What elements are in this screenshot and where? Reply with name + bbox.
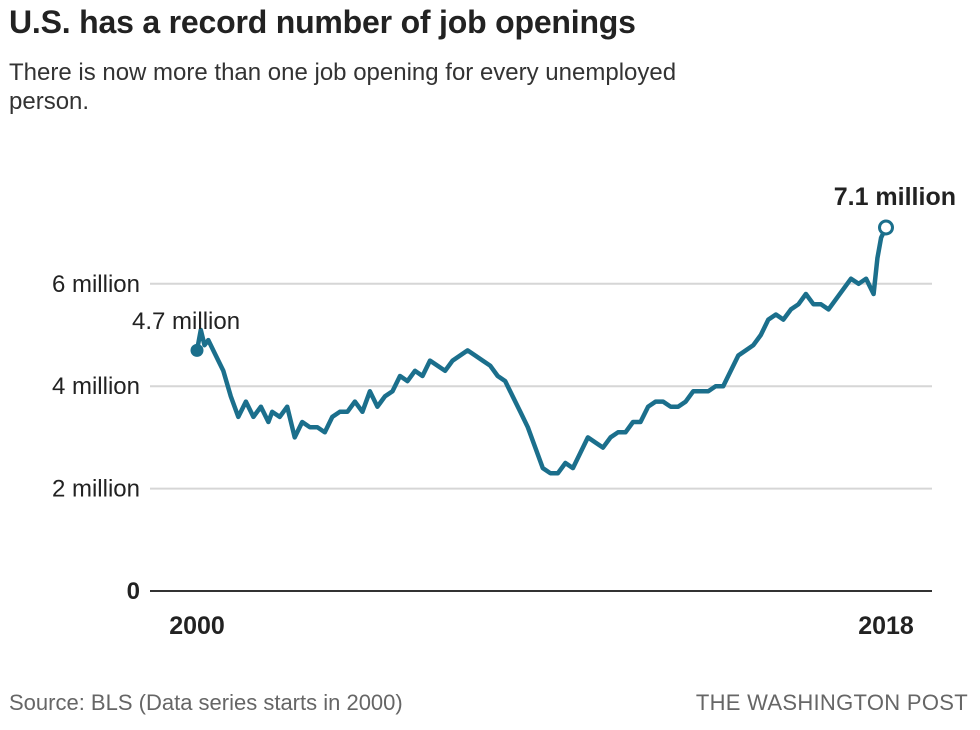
end-point-marker <box>878 219 894 236</box>
y-tick-label-1: 2 million <box>52 476 140 503</box>
publisher-credit: THE WASHINGTON POST <box>695 690 968 715</box>
x-tick-label-0: 2000 <box>169 612 225 640</box>
job-openings-series-line <box>194 225 889 476</box>
x-tick-label-1: 2018 <box>858 612 914 640</box>
end-value-label: 7.1 million <box>834 183 956 211</box>
y-tick-label-0: 0 <box>127 578 140 605</box>
chart-subtitle: There is now more than one job opening f… <box>9 59 677 115</box>
start-value-label: 4.7 million <box>132 308 240 335</box>
start-point-marker <box>190 343 204 357</box>
source-note: Source: BLS (Data series starts in 2000) <box>9 690 403 715</box>
y-tick-label-3: 6 million <box>52 271 140 298</box>
y-tick-label-2: 4 million <box>52 373 140 400</box>
chart-title: U.S. has a record number of job openings <box>9 4 636 40</box>
